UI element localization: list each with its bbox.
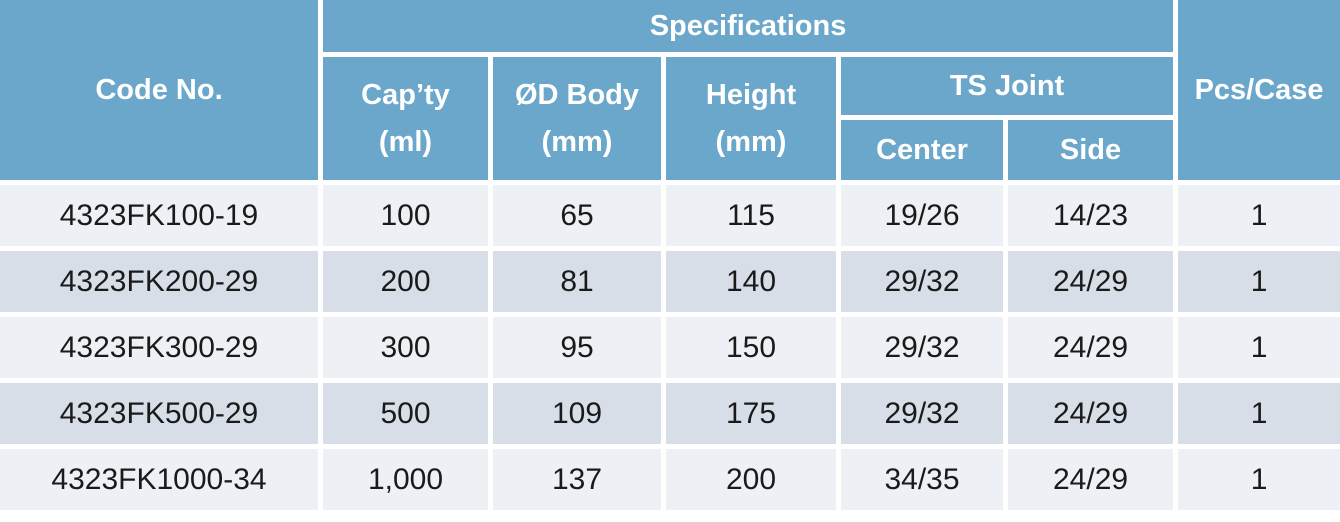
header-ts-center: Center [841, 120, 1003, 180]
cell-od-body: 81 [493, 251, 661, 312]
cell-pcs-case: 1 [1178, 185, 1340, 246]
cell-pcs-case: 1 [1178, 251, 1340, 312]
cell-capacity: 200 [323, 251, 488, 312]
cell-height: 115 [666, 185, 836, 246]
cell-capacity: 1,000 [323, 449, 488, 510]
cell-ts-side: 24/29 [1008, 317, 1174, 378]
cell-pcs-case: 1 [1178, 317, 1340, 378]
cell-ts-side: 24/29 [1008, 449, 1174, 510]
table-row: 4323FK500-29 500 109 175 29/32 24/29 1 [0, 383, 1340, 444]
header-pcs-case: Pcs/Case [1178, 0, 1340, 180]
cell-capacity: 300 [323, 317, 488, 378]
cell-ts-center: 29/32 [841, 251, 1003, 312]
cell-code: 4323FK200-29 [0, 251, 318, 312]
header-od-body: ØD Body (mm) [493, 57, 661, 180]
header-capacity: Cap’ty (ml) [323, 57, 488, 180]
cell-ts-side: 24/29 [1008, 383, 1174, 444]
table-row: 4323FK300-29 300 95 150 29/32 24/29 1 [0, 317, 1340, 378]
header-height: Height (mm) [666, 57, 836, 180]
cell-height: 175 [666, 383, 836, 444]
cell-od-body: 109 [493, 383, 661, 444]
header-row-2: Cap’ty (ml) ØD Body (mm) Height (mm) TS … [0, 57, 1340, 180]
cell-ts-center: 34/35 [841, 449, 1003, 510]
cell-capacity: 100 [323, 185, 488, 246]
cell-height: 140 [666, 251, 836, 312]
header-row-1: Code No. Specifications Pcs/Case [0, 0, 1340, 180]
table-body: 4323FK100-19 100 65 115 19/26 14/23 1 43… [0, 185, 1340, 510]
cell-height: 150 [666, 317, 836, 378]
cell-od-body: 95 [493, 317, 661, 378]
cell-ts-center: 29/32 [841, 383, 1003, 444]
table-header: Code No. Specifications Pcs/Case Cap’ty … [0, 0, 1340, 180]
cell-pcs-case: 1 [1178, 383, 1340, 444]
table-row: 4323FK200-29 200 81 140 29/32 24/29 1 [0, 251, 1340, 312]
header-ts-side: Side [1008, 120, 1174, 180]
cell-pcs-case: 1 [1178, 449, 1340, 510]
header-code-no: Code No. [0, 0, 318, 180]
cell-capacity: 500 [323, 383, 488, 444]
table-row: 4323FK100-19 100 65 115 19/26 14/23 1 [0, 185, 1340, 246]
cell-ts-side: 24/29 [1008, 251, 1174, 312]
cell-ts-center: 29/32 [841, 317, 1003, 378]
cell-height: 200 [666, 449, 836, 510]
header-row-3: Center Side [0, 120, 1340, 180]
cell-code: 4323FK300-29 [0, 317, 318, 378]
cell-ts-center: 19/26 [841, 185, 1003, 246]
cell-code: 4323FK500-29 [0, 383, 318, 444]
header-ts-joint: TS Joint [841, 57, 1174, 115]
cell-ts-side: 14/23 [1008, 185, 1174, 246]
table-row: 4323FK1000-34 1,000 137 200 34/35 24/29 … [0, 449, 1340, 510]
cell-code: 4323FK100-19 [0, 185, 318, 246]
cell-code: 4323FK1000-34 [0, 449, 318, 510]
cell-od-body: 65 [493, 185, 661, 246]
header-specifications: Specifications [323, 0, 1174, 52]
cell-od-body: 137 [493, 449, 661, 510]
